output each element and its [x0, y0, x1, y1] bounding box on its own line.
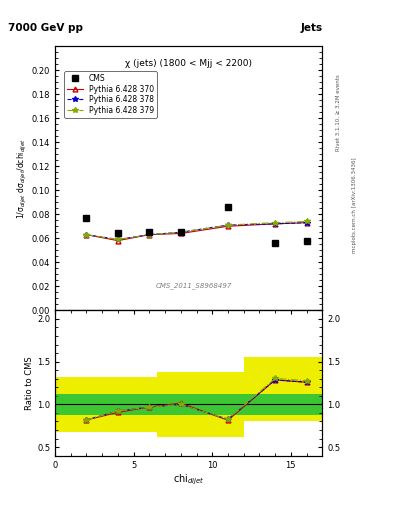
Pythia 6.428 370 — [116, 238, 120, 244]
Legend: CMS, Pythia 6.428 370, Pythia 6.428 378, Pythia 6.428 379: CMS, Pythia 6.428 370, Pythia 6.428 378,… — [64, 71, 157, 118]
CMS — [226, 204, 230, 210]
Text: χ (jets) (1800 < Mjj < 2200): χ (jets) (1800 < Mjj < 2200) — [125, 59, 252, 68]
Pythia 6.428 378 — [84, 231, 89, 238]
Line: Pythia 6.428 379: Pythia 6.428 379 — [84, 219, 309, 242]
CMS — [304, 238, 309, 244]
Pythia 6.428 379 — [304, 219, 309, 225]
CMS — [273, 240, 277, 246]
Text: Rivet 3.1.10, ≥ 3.2M events: Rivet 3.1.10, ≥ 3.2M events — [336, 74, 341, 151]
Pythia 6.428 379 — [147, 231, 152, 238]
Pythia 6.428 370 — [226, 223, 230, 229]
CMS — [147, 229, 152, 236]
Pythia 6.428 379 — [116, 237, 120, 243]
Y-axis label: 1/σ$_{dijet}$ dσ$_{dijet}$/dchi$_{dijet}$: 1/σ$_{dijet}$ dσ$_{dijet}$/dchi$_{dijet}… — [16, 138, 29, 219]
Pythia 6.428 370 — [273, 221, 277, 227]
Pythia 6.428 379 — [84, 231, 89, 238]
Pythia 6.428 378 — [116, 237, 120, 243]
Y-axis label: Ratio to CMS: Ratio to CMS — [25, 356, 34, 410]
CMS — [178, 229, 183, 236]
Pythia 6.428 378 — [304, 220, 309, 226]
Pythia 6.428 378 — [273, 221, 277, 227]
Pythia 6.428 370 — [178, 230, 183, 237]
Pythia 6.428 370 — [304, 220, 309, 226]
Text: mcplots.cern.ch [arXiv:1306.3436]: mcplots.cern.ch [arXiv:1306.3436] — [352, 157, 357, 252]
Pythia 6.428 378 — [178, 229, 183, 236]
Text: 7000 GeV pp: 7000 GeV pp — [8, 23, 83, 33]
Pythia 6.428 378 — [226, 222, 230, 228]
Line: CMS: CMS — [84, 204, 309, 246]
Line: Pythia 6.428 370: Pythia 6.428 370 — [84, 220, 309, 243]
Text: Jets: Jets — [300, 23, 322, 33]
Pythia 6.428 379 — [226, 222, 230, 228]
Line: Pythia 6.428 378: Pythia 6.428 378 — [84, 220, 309, 242]
Pythia 6.428 379 — [273, 220, 277, 226]
Pythia 6.428 370 — [147, 231, 152, 238]
Pythia 6.428 379 — [178, 229, 183, 236]
X-axis label: chi$_{dijet}$: chi$_{dijet}$ — [173, 472, 204, 487]
CMS — [84, 215, 89, 221]
Pythia 6.428 378 — [147, 231, 152, 238]
CMS — [116, 230, 120, 237]
Text: CMS_2011_S8968497: CMS_2011_S8968497 — [156, 283, 232, 289]
Pythia 6.428 370 — [84, 231, 89, 238]
